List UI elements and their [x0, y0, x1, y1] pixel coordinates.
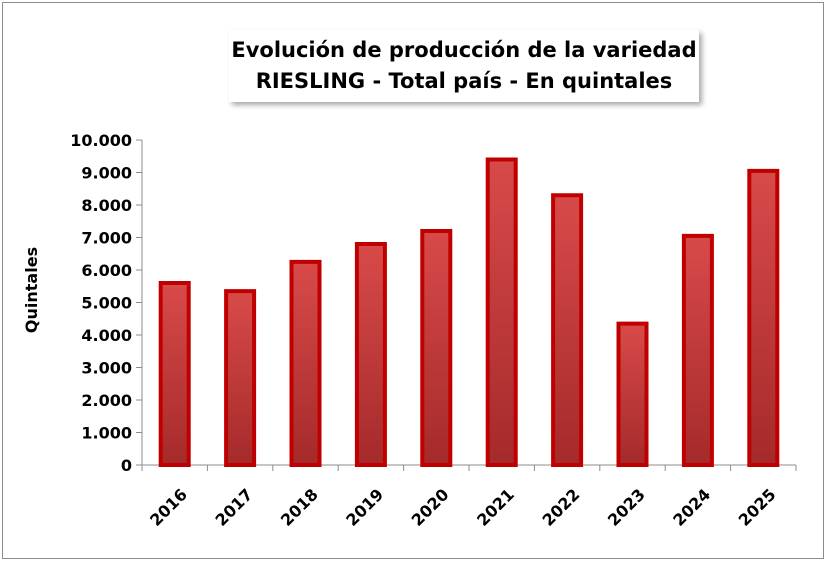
y-axis-title: Quintales	[22, 247, 41, 333]
y-tick-label: 5.000	[81, 294, 132, 313]
chart-title-line-2: RIESLING - Total país - En quintales	[255, 69, 673, 93]
x-tick-label: 2023	[604, 485, 649, 530]
x-tick-label: 2022	[538, 485, 583, 530]
chart-title-box: Evolución de producción de la variedad R…	[229, 30, 699, 102]
y-tick-label: 9.000	[81, 164, 132, 183]
bar-2020	[420, 229, 453, 467]
y-tick-label: 7.000	[81, 229, 132, 248]
bar-2016	[158, 281, 191, 467]
y-tick-label: 10.000	[70, 131, 132, 150]
bars	[158, 157, 780, 467]
y-tick-label: 4.000	[81, 326, 132, 345]
y-tick-label: 3.000	[81, 359, 132, 378]
bar-2021	[485, 157, 518, 467]
x-tick-label: 2020	[408, 485, 453, 530]
y-tick-label: 6.000	[81, 261, 132, 280]
x-tick-label: 2025	[735, 485, 780, 530]
x-tick-label: 2017	[211, 485, 256, 530]
bar-2024	[681, 233, 714, 467]
bar-2022	[551, 193, 584, 467]
y-tick-label: 1.000	[81, 424, 132, 443]
chart-title-line-1: Evolución de producción de la variedad	[231, 38, 697, 62]
x-axis: 2016 2017 2018 2019 2020 2021 2022 2023 2024 2025	[141, 464, 797, 530]
y-tick-label: 0	[121, 456, 132, 475]
bar-2017	[224, 289, 257, 467]
bar-2018	[289, 259, 322, 467]
x-tick-label: 2024	[669, 485, 714, 530]
x-tick-label: 2021	[473, 485, 518, 530]
bar-2019	[354, 242, 387, 467]
x-tick-label: 2018	[277, 485, 322, 530]
x-tick-label: 2016	[146, 485, 191, 530]
y-tick-label: 8.000	[81, 196, 132, 215]
y-tick-label: 2.000	[81, 391, 132, 410]
y-axis: 0 1.000 2.000 3.000 4.000 5.000 6.000 7.000 8.00…	[70, 131, 143, 475]
bar-2025	[747, 168, 780, 467]
bar-2023	[616, 321, 649, 467]
x-tick-label: 2019	[342, 485, 387, 530]
